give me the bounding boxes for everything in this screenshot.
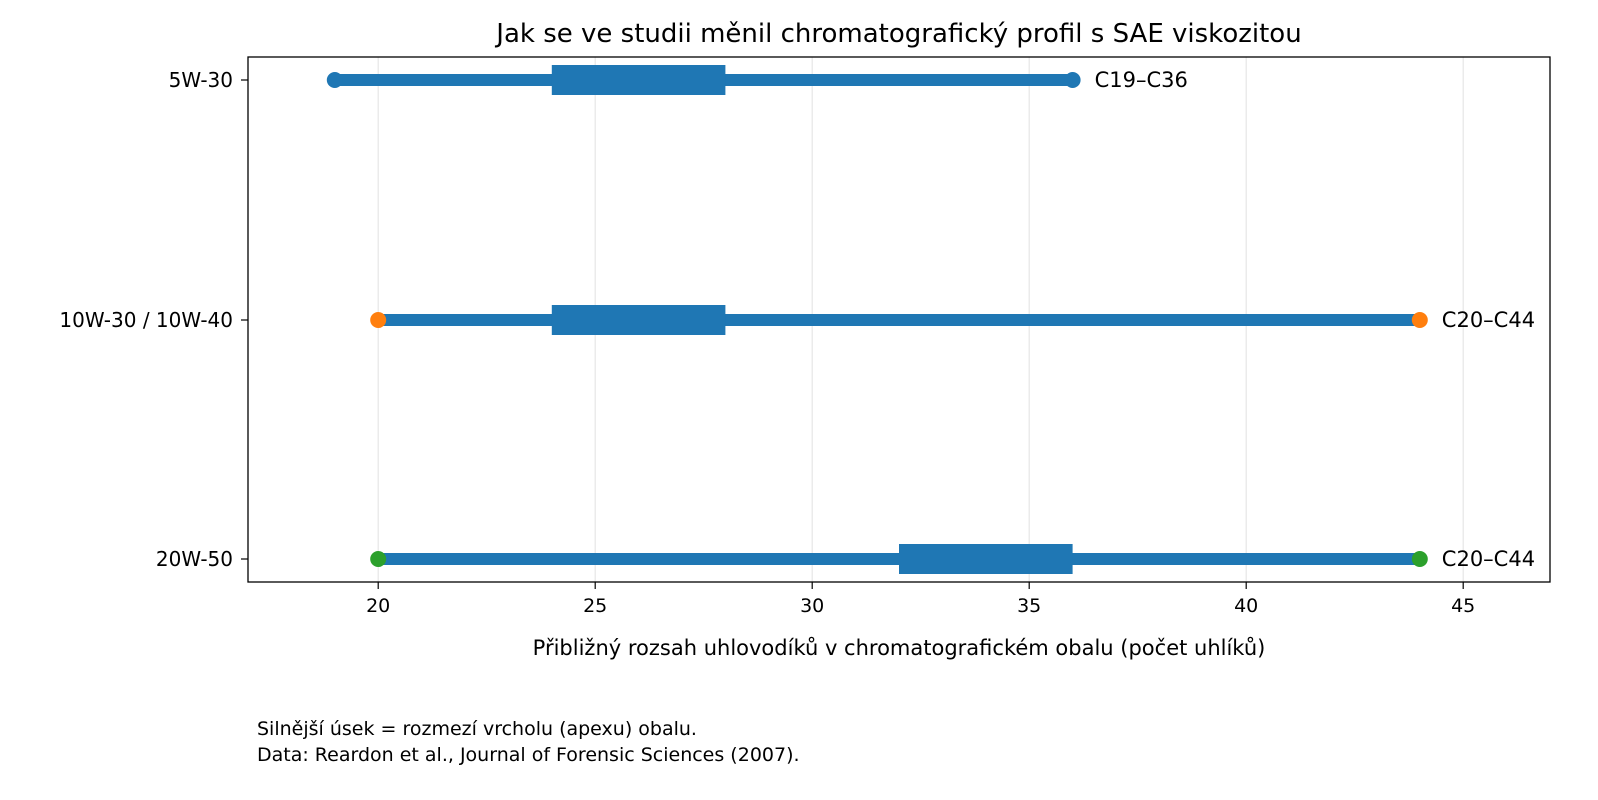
range-max-marker bbox=[1064, 72, 1081, 88]
footnote-source: Data: Reardon et al., Journal of Forensi… bbox=[257, 744, 800, 766]
x-tick-label: 45 bbox=[1451, 595, 1475, 617]
chart-title: Jak se ve studii měnil chromatografický … bbox=[494, 19, 1301, 49]
range-min-marker bbox=[326, 72, 343, 88]
x-tick-label: 25 bbox=[583, 595, 607, 617]
range-row: C20–C44 bbox=[370, 305, 1535, 335]
x-tick-label: 40 bbox=[1234, 595, 1258, 617]
y-tick-label: 20W-50 bbox=[156, 547, 233, 571]
apex-bar bbox=[551, 305, 726, 335]
range-label: C20–C44 bbox=[1442, 308, 1535, 332]
range-label: C20–C44 bbox=[1442, 547, 1535, 571]
range-rows: C19–C36 C20–C44 C20–C44 bbox=[326, 65, 1535, 574]
footnote-apex: Silnější úsek = rozmezí vrcholu (apexu) … bbox=[257, 718, 697, 740]
x-tick-label: 35 bbox=[1017, 595, 1041, 617]
x-axis-ticks: 20 25 30 35 40 45 bbox=[366, 582, 1475, 617]
y-axis-ticks: 5W-30 10W-30 / 10W-40 20W-50 bbox=[59, 68, 248, 571]
y-tick-label: 10W-30 / 10W-40 bbox=[59, 308, 233, 332]
range-row: C19–C36 bbox=[326, 65, 1188, 95]
range-max-marker bbox=[1411, 312, 1428, 328]
range-max-marker bbox=[1411, 551, 1428, 567]
range-min-marker bbox=[370, 551, 387, 567]
x-axis-label: Přibližný rozsah uhlovodíků v chromatogr… bbox=[533, 636, 1266, 660]
range-row: C20–C44 bbox=[370, 544, 1535, 574]
apex-bar bbox=[551, 65, 726, 95]
y-tick-label: 5W-30 bbox=[169, 68, 233, 92]
apex-bar bbox=[899, 544, 1073, 574]
x-tick-label: 30 bbox=[800, 595, 824, 617]
range-label: C19–C36 bbox=[1095, 68, 1188, 92]
range-min-marker bbox=[370, 312, 387, 328]
x-tick-label: 20 bbox=[366, 595, 390, 617]
